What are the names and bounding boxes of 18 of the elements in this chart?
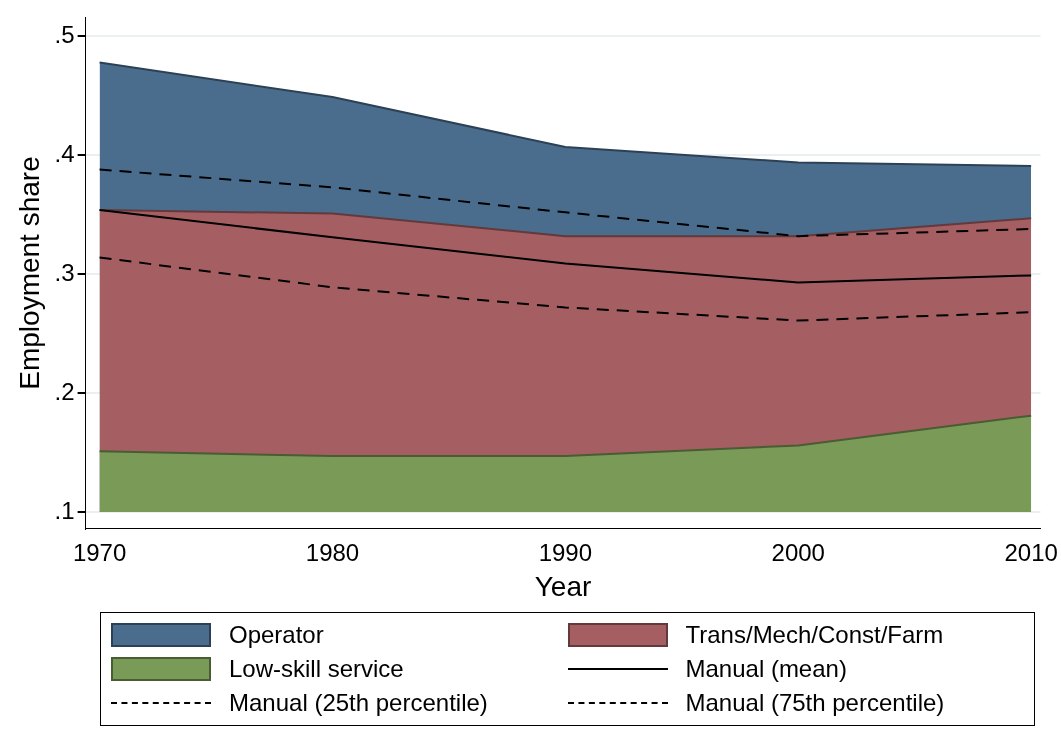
y-tick-label: .1 — [54, 496, 75, 524]
legend-label: Low-skill service — [229, 655, 404, 683]
x-tick-label: 1990 — [538, 538, 593, 566]
y-tick-label: .3 — [54, 258, 75, 286]
x-tick-label: 2010 — [1004, 538, 1058, 566]
y-axis-title: Employment share — [13, 156, 45, 390]
legend-label: Trans/Mech/Const/Farm — [685, 621, 944, 649]
legend-label: Manual (25th percentile) — [229, 689, 488, 717]
y-tick-label: .2 — [54, 377, 75, 405]
x-tick-label: 1970 — [72, 538, 127, 566]
y-tick-label: .4 — [54, 139, 75, 167]
x-axis-title: Year — [534, 570, 592, 602]
legend-label: Manual (mean) — [685, 655, 847, 683]
legend-label: Operator — [229, 621, 324, 649]
y-tick-label: .5 — [54, 21, 75, 49]
legend-label: Manual (75th percentile) — [685, 689, 945, 717]
x-tick-label: 2000 — [771, 538, 825, 566]
x-tick-label: 1980 — [305, 538, 360, 566]
